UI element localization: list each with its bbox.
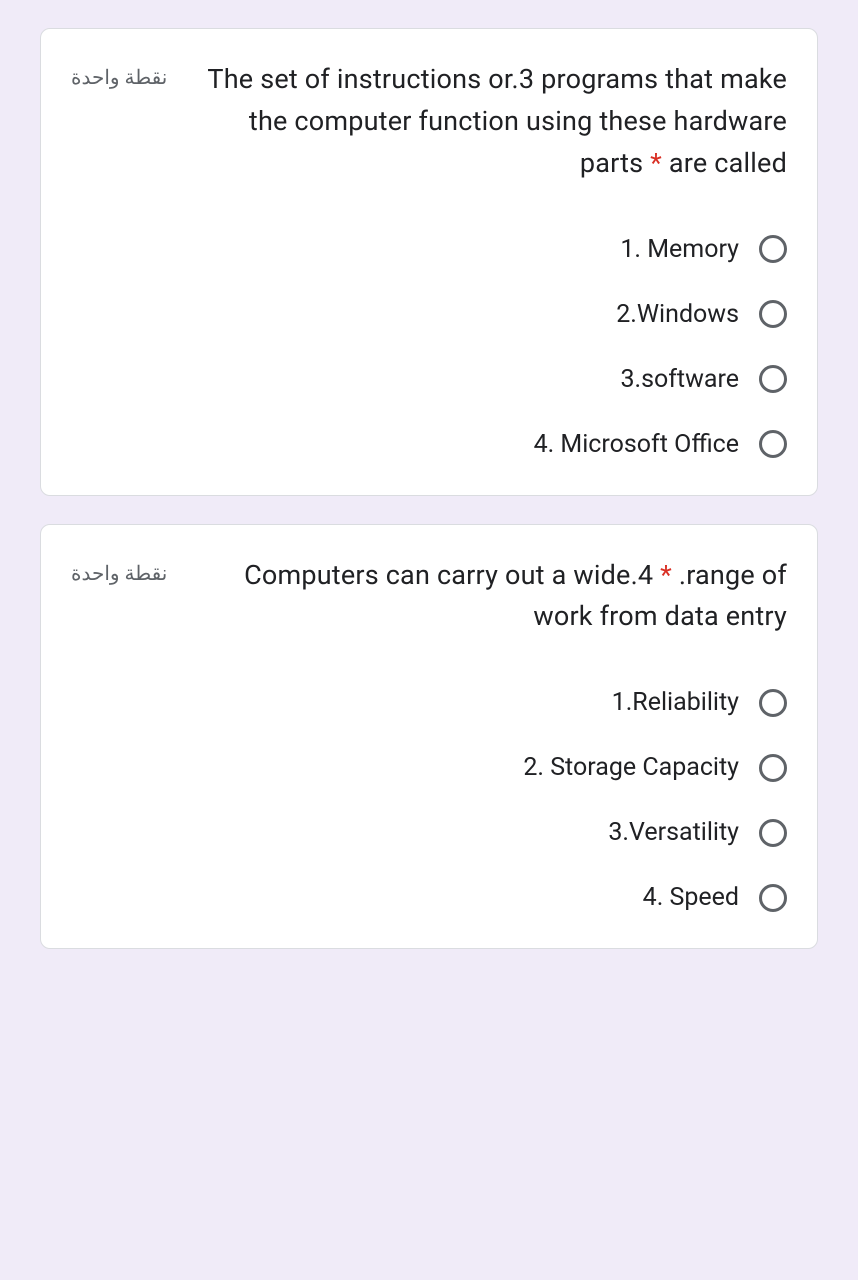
question-text-post: are called <box>662 147 787 179</box>
required-mark: * <box>660 559 672 591</box>
radio-icon[interactable] <box>759 884 787 912</box>
radio-icon[interactable] <box>759 300 787 328</box>
question-header: نقطة واحدة Computers can carry out a wid… <box>71 555 787 639</box>
question-header: نقطة واحدة The set of instructions or.3 … <box>71 59 787 185</box>
option-label: 2. Storage Capacity <box>523 753 739 782</box>
option-label: 2.Windows <box>616 300 739 329</box>
option-row[interactable]: 1. Memory <box>71 235 787 264</box>
option-row[interactable]: 3.Versatility <box>71 818 787 847</box>
option-label: 3.Versatility <box>608 818 739 847</box>
option-row[interactable]: 4. Speed <box>71 883 787 912</box>
radio-icon[interactable] <box>759 365 787 393</box>
radio-icon[interactable] <box>759 689 787 717</box>
question-text-pre: Computers can carry out a wide.4 <box>244 559 660 591</box>
question-title: Computers can carry out a wide.4 * .rang… <box>191 555 787 639</box>
option-label: 1. Memory <box>620 235 739 264</box>
option-row[interactable]: 2. Storage Capacity <box>71 753 787 782</box>
radio-icon[interactable] <box>759 754 787 782</box>
option-row[interactable]: 2.Windows <box>71 300 787 329</box>
options-list: 1.Reliability 2. Storage Capacity 3.Vers… <box>71 688 787 912</box>
option-label: 4. Microsoft Office <box>534 430 739 459</box>
required-mark: * <box>650 147 662 179</box>
option-label: 1.Reliability <box>612 688 739 717</box>
question-card-1: نقطة واحدة The set of instructions or.3 … <box>40 28 818 496</box>
option-label: 3.software <box>620 365 739 394</box>
option-row[interactable]: 1.Reliability <box>71 688 787 717</box>
option-label: 4. Speed <box>643 883 739 912</box>
points-label: نقطة واحدة <box>71 555 167 585</box>
radio-icon[interactable] <box>759 819 787 847</box>
points-label: نقطة واحدة <box>71 59 167 89</box>
options-list: 1. Memory 2.Windows 3.software 4. Micros… <box>71 235 787 459</box>
radio-icon[interactable] <box>759 430 787 458</box>
option-row[interactable]: 4. Microsoft Office <box>71 430 787 459</box>
option-row[interactable]: 3.software <box>71 365 787 394</box>
question-title: The set of instructions or.3 programs th… <box>191 59 787 185</box>
radio-icon[interactable] <box>759 235 787 263</box>
question-card-2: نقطة واحدة Computers can carry out a wid… <box>40 524 818 950</box>
